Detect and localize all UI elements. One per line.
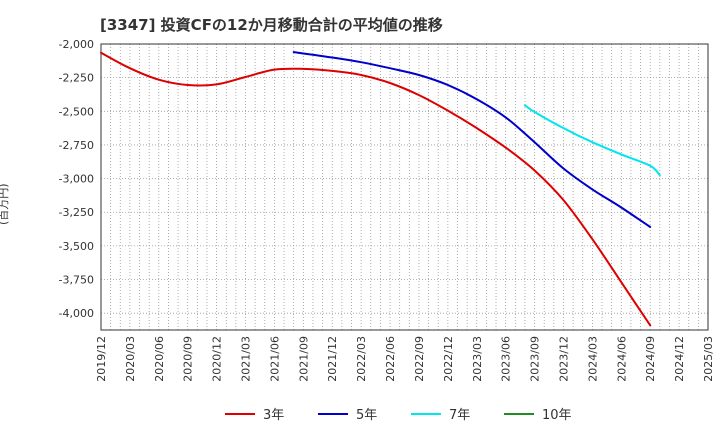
x-tick-label: 2020/03 [124, 336, 137, 382]
chart-title: [3347] 投資CFの12か月移動合計の平均値の推移 [100, 16, 443, 34]
x-tick-label: 2022/06 [384, 336, 397, 382]
x-tick-label: 2021/12 [326, 336, 339, 382]
x-tick-label: 2019/12 [95, 336, 108, 382]
x-tick-label: 2024/03 [586, 336, 599, 382]
x-tick-label: 2024/09 [644, 336, 657, 382]
x-tick-label: 2020/06 [153, 336, 166, 382]
series-line-3 [523, 104, 661, 177]
y-tick-label: -3,250 [59, 206, 94, 219]
plot-frame [100, 43, 709, 331]
y-tick-label: -3,750 [59, 274, 94, 287]
y-tick-label: -4,000 [59, 307, 94, 320]
legend-label: 3年 [263, 408, 284, 423]
x-tick-label: 2022/09 [413, 336, 426, 382]
y-tick-label: -2,000 [59, 38, 94, 51]
x-tick-label: 2022/03 [355, 336, 368, 382]
legend-label: 10年 [542, 408, 572, 423]
x-tick-label: 2023/12 [557, 336, 570, 382]
y-tick-label: -3,000 [59, 173, 94, 186]
series-line-1 [100, 51, 652, 327]
y-tick-label: -3,500 [59, 240, 94, 253]
x-tick-label: 2025/03 [702, 336, 715, 382]
legend-label: 5年 [356, 408, 377, 423]
x-tick-label: 2023/09 [529, 336, 542, 382]
x-tick-label: 2022/12 [442, 336, 455, 382]
y-tick-label: -2,250 [59, 72, 94, 85]
x-tick-label: 2020/12 [211, 336, 224, 382]
x-tick-label: 2024/06 [615, 336, 628, 382]
x-tick-label: 2021/09 [297, 336, 310, 382]
x-tick-label: 2021/03 [240, 336, 253, 382]
x-tick-label: 2021/06 [268, 336, 281, 382]
y-tick-label: -2,500 [59, 105, 94, 118]
legend-label: 7年 [449, 408, 470, 423]
x-tick-label: 2023/03 [471, 336, 484, 382]
series-line-2 [292, 51, 652, 228]
x-tick-label: 2024/12 [673, 336, 686, 382]
x-tick-label: 2023/06 [500, 336, 513, 382]
plot-area [101, 44, 708, 330]
y-tick-label: -2,750 [59, 139, 94, 152]
x-tick-label: 2020/09 [182, 336, 195, 382]
